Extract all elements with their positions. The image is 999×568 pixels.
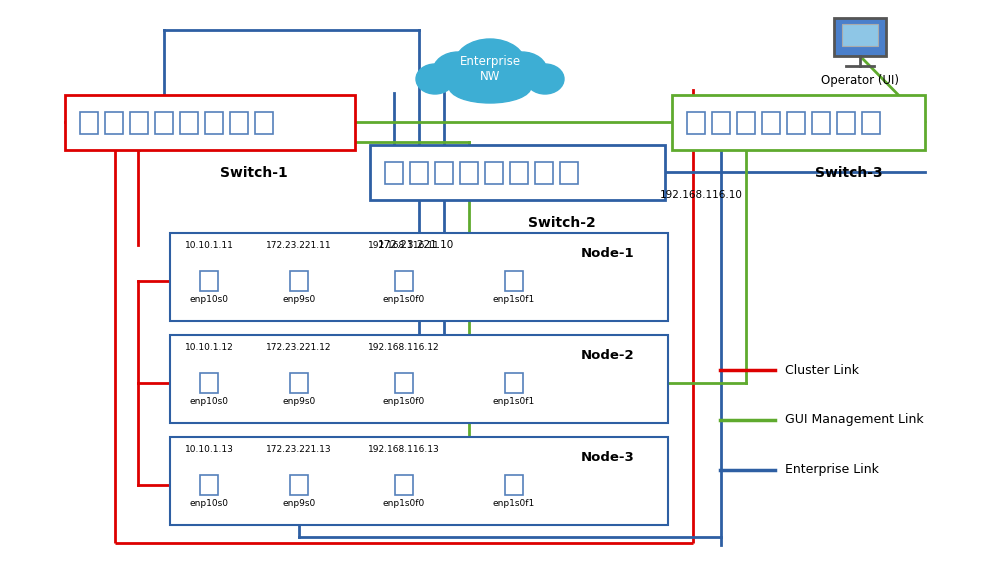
FancyBboxPatch shape [65,95,355,150]
Text: enp10s0: enp10s0 [190,397,229,406]
Text: enp1s0f0: enp1s0f0 [383,499,426,508]
FancyBboxPatch shape [155,111,173,133]
Text: Operator (UI): Operator (UI) [821,74,899,87]
FancyBboxPatch shape [862,111,880,133]
FancyBboxPatch shape [170,233,668,321]
Text: enp1s0f1: enp1s0f1 [493,295,535,304]
FancyBboxPatch shape [842,24,878,46]
FancyBboxPatch shape [105,111,123,133]
Ellipse shape [416,64,454,94]
FancyBboxPatch shape [837,111,855,133]
FancyBboxPatch shape [130,111,148,133]
FancyBboxPatch shape [787,111,805,133]
FancyBboxPatch shape [170,437,668,525]
FancyBboxPatch shape [535,161,553,183]
Text: Switch-3: Switch-3 [815,166,883,180]
Text: GUI Management Link: GUI Management Link [785,414,924,427]
FancyBboxPatch shape [180,111,198,133]
Text: enp1s0f0: enp1s0f0 [383,295,426,304]
FancyBboxPatch shape [812,111,830,133]
FancyBboxPatch shape [505,373,523,393]
FancyBboxPatch shape [435,161,453,183]
Text: 10.10.1.13: 10.10.1.13 [185,445,234,454]
FancyBboxPatch shape [80,111,98,133]
Ellipse shape [526,64,564,94]
Text: 192.168.116.11: 192.168.116.11 [368,241,440,250]
Text: 192.168.116.12: 192.168.116.12 [369,343,440,352]
FancyBboxPatch shape [560,161,578,183]
Text: Enterprise
NW: Enterprise NW [460,55,520,83]
Text: enp9s0: enp9s0 [283,397,316,406]
Text: enp10s0: enp10s0 [190,499,229,508]
Text: Node-3: Node-3 [581,451,635,464]
FancyBboxPatch shape [712,111,730,133]
Text: 192.168.116.10: 192.168.116.10 [660,190,743,200]
Text: 10.10.1.11: 10.10.1.11 [185,241,234,250]
FancyBboxPatch shape [200,475,218,495]
Text: Cluster Link: Cluster Link [785,364,859,377]
Ellipse shape [433,52,483,90]
Text: Switch-1: Switch-1 [220,166,288,180]
Text: enp9s0: enp9s0 [283,295,316,304]
Text: 192.168.116.13: 192.168.116.13 [368,445,440,454]
FancyBboxPatch shape [510,161,528,183]
FancyBboxPatch shape [834,18,886,56]
FancyBboxPatch shape [370,145,665,200]
FancyBboxPatch shape [737,111,755,133]
Text: enp9s0: enp9s0 [283,499,316,508]
Text: Switch-2: Switch-2 [527,216,595,230]
FancyBboxPatch shape [395,271,413,291]
Text: 172.23.221.11: 172.23.221.11 [266,241,332,250]
FancyBboxPatch shape [255,111,273,133]
Text: 10.10.1.12: 10.10.1.12 [185,343,234,352]
Text: 172.23.221.13: 172.23.221.13 [266,445,332,454]
Ellipse shape [449,71,531,103]
FancyBboxPatch shape [230,111,248,133]
FancyBboxPatch shape [290,475,308,495]
FancyBboxPatch shape [485,161,503,183]
FancyBboxPatch shape [395,373,413,393]
FancyBboxPatch shape [205,111,223,133]
FancyBboxPatch shape [505,271,523,291]
FancyBboxPatch shape [505,475,523,495]
FancyBboxPatch shape [395,475,413,495]
FancyBboxPatch shape [290,373,308,393]
Ellipse shape [454,39,526,91]
FancyBboxPatch shape [460,161,478,183]
Ellipse shape [497,52,547,90]
FancyBboxPatch shape [410,161,428,183]
FancyBboxPatch shape [200,271,218,291]
FancyBboxPatch shape [672,95,925,150]
FancyBboxPatch shape [170,335,668,423]
Text: enp1s0f1: enp1s0f1 [493,499,535,508]
Text: Node-1: Node-1 [581,247,634,260]
Text: enp10s0: enp10s0 [190,295,229,304]
Text: enp1s0f0: enp1s0f0 [383,397,426,406]
Text: 172.23.221.10: 172.23.221.10 [378,240,455,250]
FancyBboxPatch shape [290,271,308,291]
FancyBboxPatch shape [385,161,403,183]
FancyBboxPatch shape [200,373,218,393]
Text: Enterprise Link: Enterprise Link [785,463,879,477]
FancyBboxPatch shape [762,111,780,133]
Text: enp1s0f1: enp1s0f1 [493,397,535,406]
FancyBboxPatch shape [687,111,705,133]
Text: Node-2: Node-2 [581,349,634,362]
Text: 172.23.221.12: 172.23.221.12 [267,343,332,352]
